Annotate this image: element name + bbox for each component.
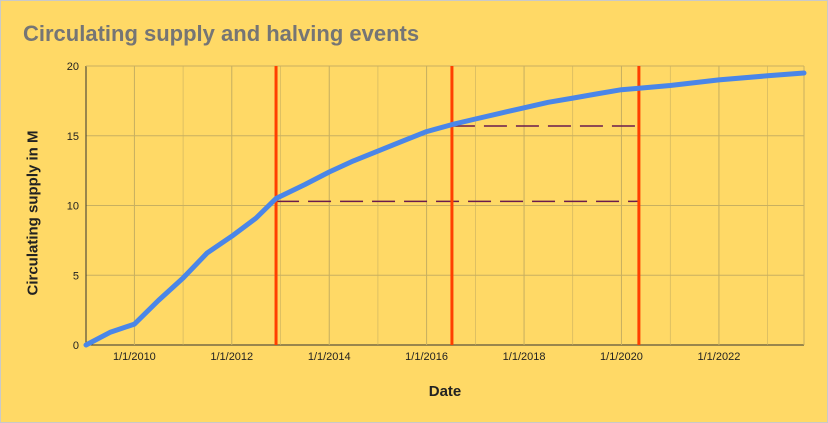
supply-series-line bbox=[83, 70, 807, 348]
x-axis-title: Date bbox=[428, 383, 462, 400]
y-tick-label: 5 bbox=[73, 270, 79, 282]
x-tick-labels: 1/1/2010 1/1/2012 1/1/2014 1/1/2016 1/1/2018… bbox=[113, 351, 740, 363]
y-tick-label: 0 bbox=[73, 340, 79, 352]
x-tick-label: 1/1/2022 bbox=[698, 351, 741, 363]
y-tick-label: 10 bbox=[67, 201, 79, 213]
x-tick-label: 1/1/2012 bbox=[210, 351, 253, 363]
chart-title: Circulating supply and halving events bbox=[23, 21, 420, 46]
x-tick-label: 1/1/2020 bbox=[600, 351, 643, 363]
x-tick-label: 1/1/2010 bbox=[113, 351, 156, 363]
grid-layer bbox=[85, 65, 805, 346]
x-tick-label: 1/1/2014 bbox=[308, 351, 351, 363]
y-tick-labels: 0 5 10 15 20 bbox=[67, 61, 79, 352]
series-layer bbox=[83, 70, 807, 348]
halving-lines bbox=[274, 66, 641, 345]
y-tick-label: 20 bbox=[67, 61, 79, 73]
plateau-lines bbox=[276, 125, 639, 203]
x-tick-label: 1/1/2018 bbox=[503, 351, 546, 363]
x-tick-label: 1/1/2016 bbox=[405, 351, 448, 363]
y-tick-label: 15 bbox=[67, 131, 79, 143]
